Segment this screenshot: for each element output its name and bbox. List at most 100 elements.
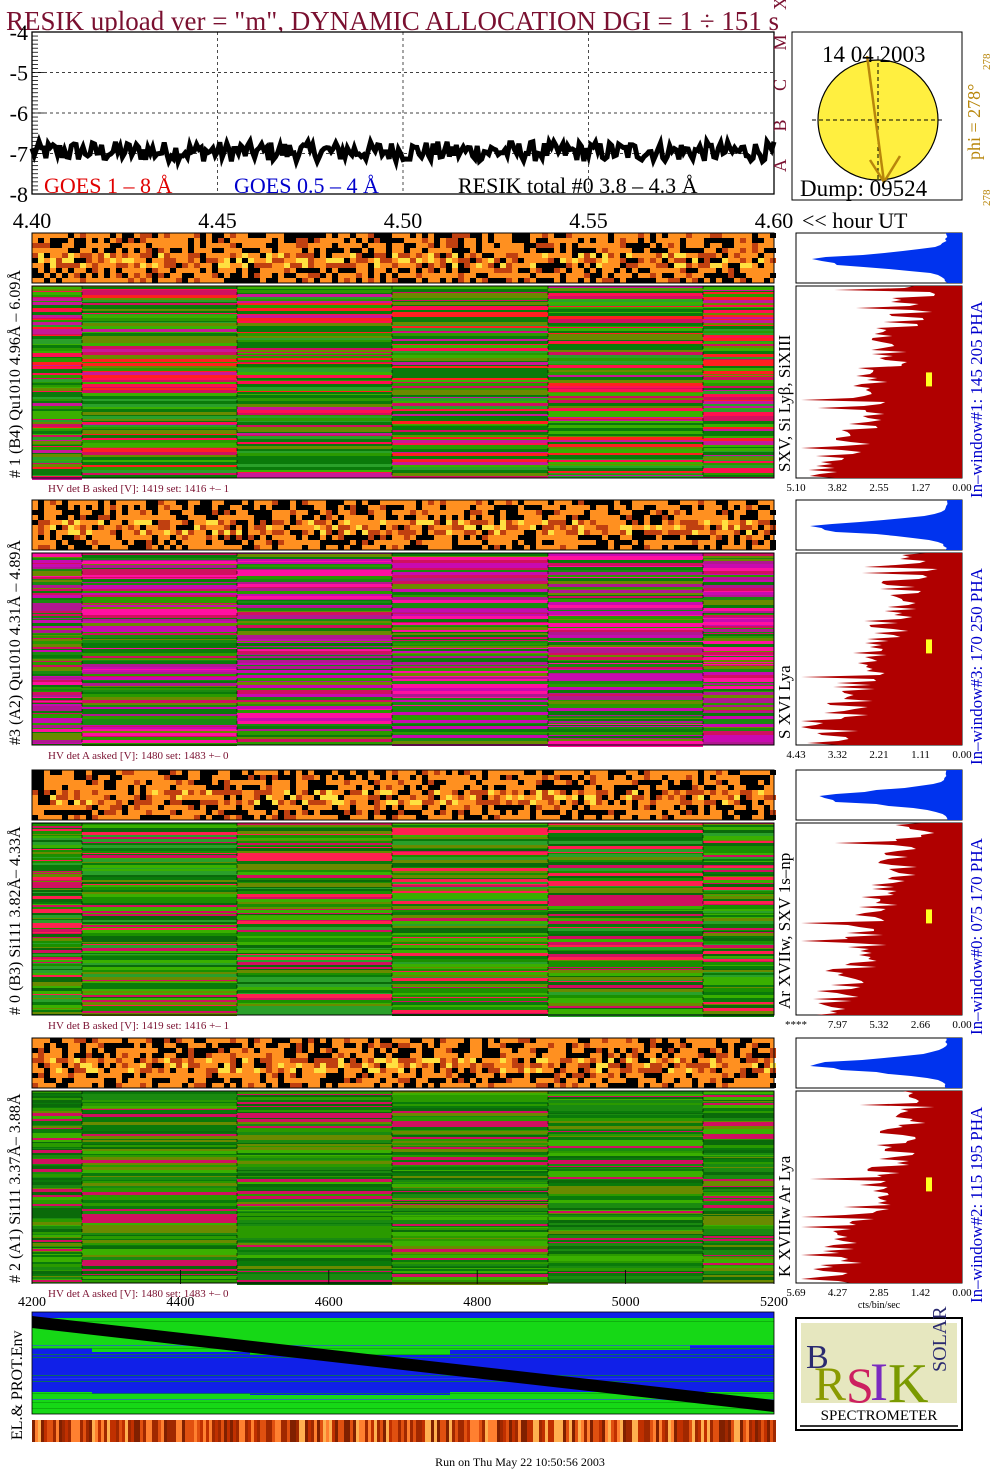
noise-cell <box>206 805 212 810</box>
noise-cell <box>158 1053 164 1058</box>
noise-cell <box>374 770 380 775</box>
noise-cell <box>350 1063 356 1068</box>
noise-cell <box>770 540 776 545</box>
heatmap-row <box>82 1183 237 1186</box>
noise-cell <box>512 515 518 520</box>
heatmap-row <box>82 579 237 582</box>
noise-cell <box>224 505 230 510</box>
heatmap-row <box>237 360 392 362</box>
noise-cell <box>632 1078 638 1083</box>
heatmap-row <box>703 951 774 954</box>
noise-cell <box>338 530 344 535</box>
noise-cell <box>92 1073 98 1078</box>
heatmap-row <box>703 859 774 860</box>
noise-cell <box>164 1038 170 1043</box>
heatmap-row <box>392 988 548 990</box>
heatmap-row <box>237 1140 392 1143</box>
noise-cell <box>248 1083 254 1088</box>
noise-cell <box>92 238 98 243</box>
heatmap-row <box>237 1206 392 1207</box>
heatmap-row <box>82 1170 237 1173</box>
noise-cell <box>398 1078 404 1083</box>
noise-cell <box>110 780 116 785</box>
noise-cell <box>68 540 74 545</box>
noise-cell <box>410 233 416 238</box>
heatmap-row <box>703 297 774 300</box>
noise-cell <box>248 815 254 820</box>
heatmap-row <box>703 386 774 388</box>
heatmap-row <box>237 950 392 953</box>
heatmap-row <box>82 1280 237 1283</box>
noise-cell <box>668 515 674 520</box>
heatmap-row <box>237 690 392 692</box>
heatmap-row <box>237 368 392 370</box>
heatmap-row <box>548 732 703 735</box>
noise-cell <box>254 233 260 238</box>
noise-cell <box>512 505 518 510</box>
heatmap-row <box>237 1119 392 1122</box>
noise-cell <box>386 510 392 515</box>
noise-cell <box>278 770 284 775</box>
noise-cell <box>356 273 362 278</box>
noise-cell <box>386 530 392 535</box>
heatmap-row <box>237 606 392 608</box>
noise-cell <box>620 540 626 545</box>
heatmap-row <box>237 387 392 390</box>
heatmap-row <box>703 894 774 895</box>
noise-cell <box>764 520 770 525</box>
noise-cell <box>68 810 74 815</box>
heatmap-row <box>703 363 774 366</box>
heatmap-row <box>32 296 82 297</box>
heatmap-row <box>237 1106 392 1107</box>
noise-cell <box>332 800 338 805</box>
noise-cell <box>68 268 74 273</box>
heatmap-row <box>82 914 237 916</box>
heatmap-row <box>237 1147 392 1150</box>
heatmap-row <box>237 885 392 887</box>
noise-cell <box>434 785 440 790</box>
heatmap-row <box>237 631 392 632</box>
noise-cell <box>110 258 116 263</box>
heatmap-row <box>703 397 774 400</box>
noise-cell <box>236 790 242 795</box>
light-curve-y-tick: -5 <box>10 61 28 86</box>
noise-cell <box>266 1083 272 1088</box>
heatmap-row <box>237 864 392 867</box>
noise-cell <box>572 253 578 258</box>
heatmap-row <box>237 843 392 845</box>
noise-cell <box>152 520 158 525</box>
heatmap-row <box>237 314 392 315</box>
noise-cell <box>626 540 632 545</box>
heatmap-row <box>703 371 774 374</box>
noise-cell <box>740 515 746 520</box>
heatmap-row <box>82 988 237 989</box>
heatmap-row <box>548 289 703 291</box>
heatmap-row <box>548 1166 703 1167</box>
heatmap-row <box>548 553 703 556</box>
noise-cell <box>566 780 572 785</box>
heatmap-row <box>548 383 703 386</box>
heatmap-row <box>548 1249 703 1250</box>
noise-cell <box>314 535 320 540</box>
noise-cell <box>410 278 416 283</box>
heatmap-row <box>392 1212 548 1213</box>
heatmap-row <box>703 741 774 742</box>
noise-cell <box>374 233 380 238</box>
heatmap-row <box>392 436 548 437</box>
heatmap-row <box>392 1246 548 1249</box>
noise-cell <box>62 815 68 820</box>
noise-cell <box>578 1073 584 1078</box>
noise-cell <box>140 525 146 530</box>
noise-cell <box>770 525 776 530</box>
heatmap-row <box>32 1206 82 1208</box>
heatmap-row <box>82 583 237 585</box>
heatmap-row <box>703 305 774 307</box>
heatmap-row <box>703 836 774 839</box>
heatmap-row <box>32 595 82 598</box>
heatmap-row <box>392 331 548 332</box>
noise-cell <box>296 268 302 273</box>
heatmap-row <box>548 568 703 570</box>
heatmap-row <box>548 1227 703 1230</box>
heatmap-row <box>703 965 774 966</box>
noise-cell <box>536 243 542 248</box>
